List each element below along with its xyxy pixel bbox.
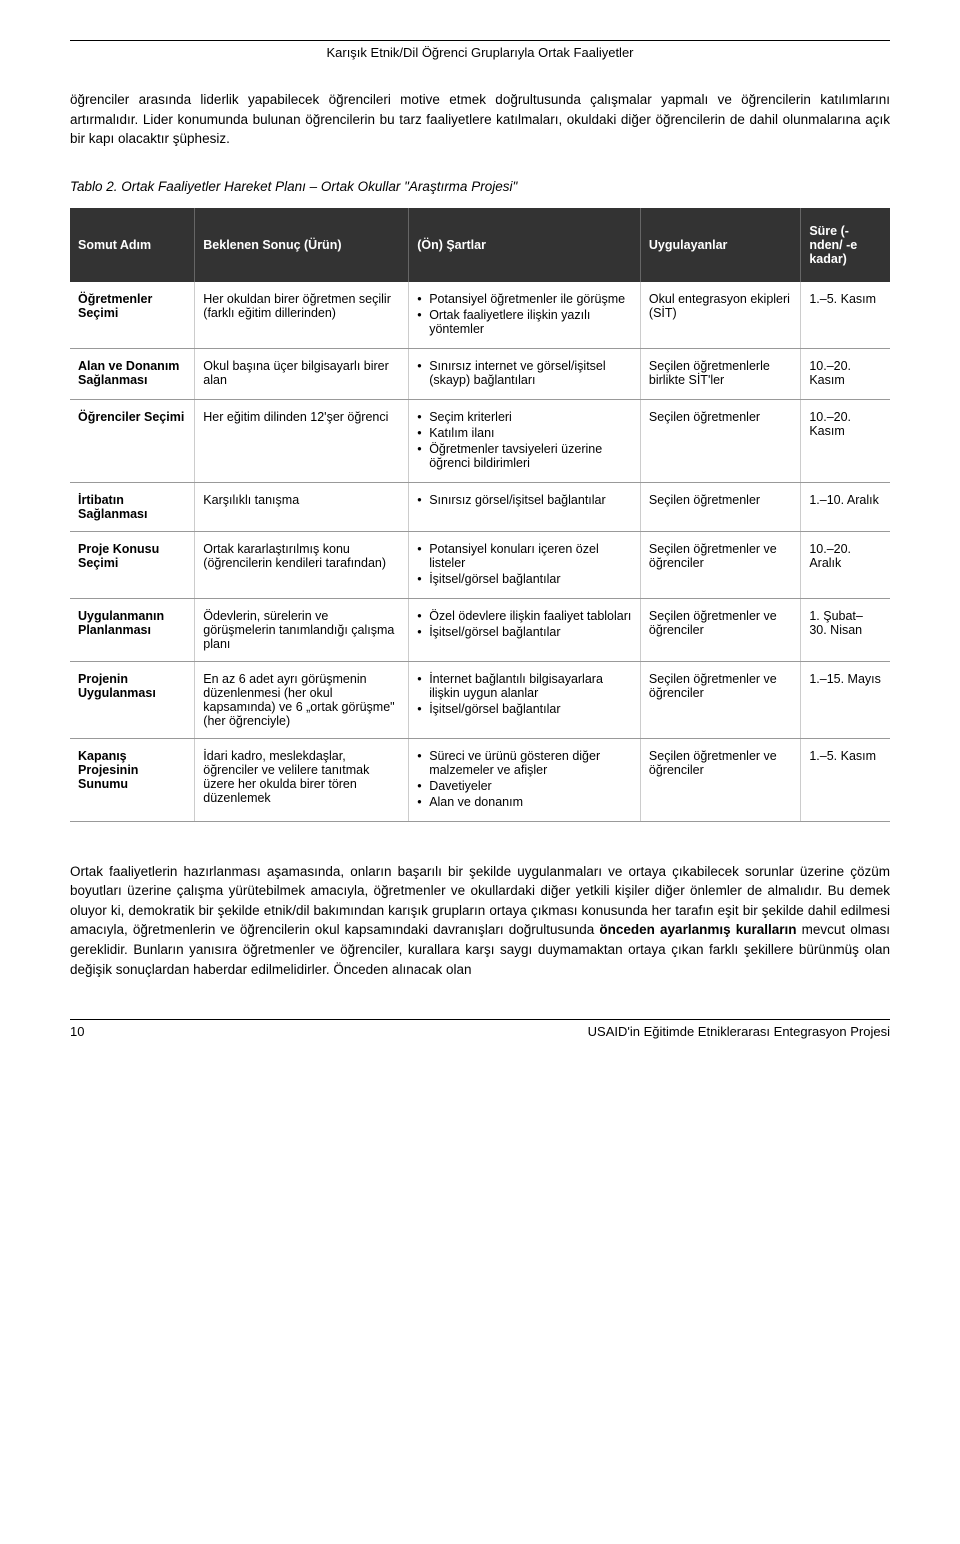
precond-list: Özel ödevlere ilişkin faaliyet tabloları… xyxy=(417,609,632,639)
cell-duration: 1.–5. Kasım xyxy=(801,282,890,349)
cell-step: Kapanış Projesinin Sunumu xyxy=(70,738,195,821)
col-header-impl: Uygulayanlar xyxy=(640,208,800,282)
intro-paragraph: öğrenciler arasında liderlik yapabilecek… xyxy=(70,90,890,149)
cell-impl: Okul entegrasyon ekipleri (SİT) xyxy=(640,282,800,349)
list-item: İşitsel/görsel bağlantılar xyxy=(417,625,632,639)
table-row: Öğretmenler SeçimiHer okuldan birer öğre… xyxy=(70,282,890,349)
cell-result: Ortak kararlaştırılmış konu (öğrencileri… xyxy=(195,531,409,598)
action-plan-table: Somut Adım Beklenen Sonuç (Ürün) (Ön) Şa… xyxy=(70,208,890,822)
cell-impl: Seçilen öğretmenler ve öğrenciler xyxy=(640,531,800,598)
col-header-precond: (Ön) Şartlar xyxy=(409,208,641,282)
table-header-row: Somut Adım Beklenen Sonuç (Ürün) (Ön) Şa… xyxy=(70,208,890,282)
cell-result: Her okuldan birer öğretmen seçilir (fark… xyxy=(195,282,409,349)
table-caption: Tablo 2. Ortak Faaliyetler Hareket Planı… xyxy=(70,179,890,194)
table-row: Alan ve Donanım SağlanmasıOkul başına üç… xyxy=(70,348,890,399)
list-item: İnternet bağlantılı bilgisayarlara ilişk… xyxy=(417,672,632,700)
col-header-step: Somut Adım xyxy=(70,208,195,282)
table-row: İrtibatın SağlanmasıKarşılıklı tanışma Sı… xyxy=(70,482,890,531)
cell-step: Projenin Uygulanması xyxy=(70,661,195,738)
list-item: Sınırsız görsel/işitsel bağlantılar xyxy=(417,493,632,507)
table-row: Kapanış Projesinin Sunumuİdari kadro, me… xyxy=(70,738,890,821)
page-number: 10 xyxy=(70,1024,84,1039)
cell-duration: 10.–20. Kasım xyxy=(801,348,890,399)
cell-impl: Seçilen öğretmenler xyxy=(640,399,800,482)
precond-list: Sınırsız görsel/işitsel bağlantılar xyxy=(417,493,632,507)
cell-precond: Sınırsız görsel/işitsel bağlantılar xyxy=(409,482,641,531)
precond-list: Potansiyel öğretmenler ile görüşme Ortak … xyxy=(417,292,632,336)
cell-precond: Özel ödevlere ilişkin faaliyet tabloları… xyxy=(409,598,641,661)
cell-duration: 10.–20. Aralık xyxy=(801,531,890,598)
list-item: Katılım ilanı xyxy=(417,426,632,440)
document-page: Karışık Etnik/Dil Öğrenci Gruplarıyla Or… xyxy=(0,0,960,1069)
table-row: Proje Konusu SeçimiOrtak kararlaştırılmı… xyxy=(70,531,890,598)
cell-precond: İnternet bağlantılı bilgisayarlara ilişk… xyxy=(409,661,641,738)
list-item: İşitsel/görsel bağlantılar xyxy=(417,702,632,716)
cell-precond: Potansiyel öğretmenler ile görüşme Ortak … xyxy=(409,282,641,349)
precond-list: Sınırsız internet ve görsel/işitsel (ska… xyxy=(417,359,632,387)
cell-impl: Seçilen öğretmenler ve öğrenciler xyxy=(640,738,800,821)
cell-precond: Sınırsız internet ve görsel/işitsel (ska… xyxy=(409,348,641,399)
list-item: Potansiyel konuları içeren özel listeler xyxy=(417,542,632,570)
page-header-title: Karışık Etnik/Dil Öğrenci Gruplarıyla Or… xyxy=(70,45,890,60)
cell-duration: 1.–5. Kasım xyxy=(801,738,890,821)
list-item: Süreci ve ürünü gösteren diğer malzemele… xyxy=(417,749,632,777)
cell-impl: Seçilen öğretmenlerle birlikte SİT'ler xyxy=(640,348,800,399)
cell-step: Uygulanmanın Planlanması xyxy=(70,598,195,661)
cell-precond: Seçim kriterleri Katılım ilanı Öğretmenler… xyxy=(409,399,641,482)
table-row: Uygulanmanın PlanlanmasıÖdevlerin, sürel… xyxy=(70,598,890,661)
cell-impl: Seçilen öğretmenler xyxy=(640,482,800,531)
cell-result: Ödevlerin, sürelerin ve görüşmelerin tan… xyxy=(195,598,409,661)
list-item: Özel ödevlere ilişkin faaliyet tabloları xyxy=(417,609,632,623)
list-item: Sınırsız internet ve görsel/işitsel (ska… xyxy=(417,359,632,387)
list-item: Potansiyel öğretmenler ile görüşme xyxy=(417,292,632,306)
cell-duration: 1.–10. Aralık xyxy=(801,482,890,531)
col-header-duration: Süre (-nden/ -e kadar) xyxy=(801,208,890,282)
cell-result: Her eğitim dilinden 12'şer öğrenci xyxy=(195,399,409,482)
cell-duration: 1. Şubat– 30. Nisan xyxy=(801,598,890,661)
cell-impl: Seçilen öğretmenler ve öğrenciler xyxy=(640,598,800,661)
cell-step: Proje Konusu Seçimi xyxy=(70,531,195,598)
precond-list: Seçim kriterleri Katılım ilanı Öğretmenler… xyxy=(417,410,632,470)
cell-step: Öğretmenler Seçimi xyxy=(70,282,195,349)
cell-duration: 1.–15. Mayıs xyxy=(801,661,890,738)
list-item: Ortak faaliyetlere ilişkin yazılı yöntem… xyxy=(417,308,632,336)
cell-precond: Süreci ve ürünü gösteren diğer malzemele… xyxy=(409,738,641,821)
precond-list: Potansiyel konuları içeren özel listeler… xyxy=(417,542,632,586)
cell-duration: 10.–20. Kasım xyxy=(801,399,890,482)
cell-step: Öğrenciler Seçimi xyxy=(70,399,195,482)
cell-result: Okul başına üçer bilgisayarlı birer alan xyxy=(195,348,409,399)
precond-list: İnternet bağlantılı bilgisayarlara ilişk… xyxy=(417,672,632,716)
outro-text-bold: önceden ayarlanmış kuralların xyxy=(599,922,796,937)
list-item: Öğretmenler tavsiyeleri üzerine öğrenci … xyxy=(417,442,632,470)
table-row: Öğrenciler SeçimiHer eğitim dilinden 12'… xyxy=(70,399,890,482)
header-rule xyxy=(70,40,890,41)
outro-paragraph: Ortak faaliyetlerin hazırlanması aşaması… xyxy=(70,862,890,979)
cell-step: Alan ve Donanım Sağlanması xyxy=(70,348,195,399)
cell-precond: Potansiyel konuları içeren özel listeler… xyxy=(409,531,641,598)
cell-result: İdari kadro, meslekdaşlar, öğrenciler ve… xyxy=(195,738,409,821)
cell-result: Karşılıklı tanışma xyxy=(195,482,409,531)
precond-list: Süreci ve ürünü gösteren diğer malzemele… xyxy=(417,749,632,809)
page-footer: 10 USAID'in Eğitimde Etniklerarası Enteg… xyxy=(70,1019,890,1039)
col-header-result: Beklenen Sonuç (Ürün) xyxy=(195,208,409,282)
cell-step: İrtibatın Sağlanması xyxy=(70,482,195,531)
list-item: Alan ve donanım xyxy=(417,795,632,809)
list-item: Davetiyeler xyxy=(417,779,632,793)
list-item: Seçim kriterleri xyxy=(417,410,632,424)
cell-result: En az 6 adet ayrı görüşmenin düzenlenmes… xyxy=(195,661,409,738)
cell-impl: Seçilen öğretmenler ve öğrenciler xyxy=(640,661,800,738)
table-row: Projenin UygulanmasıEn az 6 adet ayrı gö… xyxy=(70,661,890,738)
footer-project: USAID'in Eğitimde Etniklerarası Entegras… xyxy=(588,1024,890,1039)
list-item: İşitsel/görsel bağlantılar xyxy=(417,572,632,586)
